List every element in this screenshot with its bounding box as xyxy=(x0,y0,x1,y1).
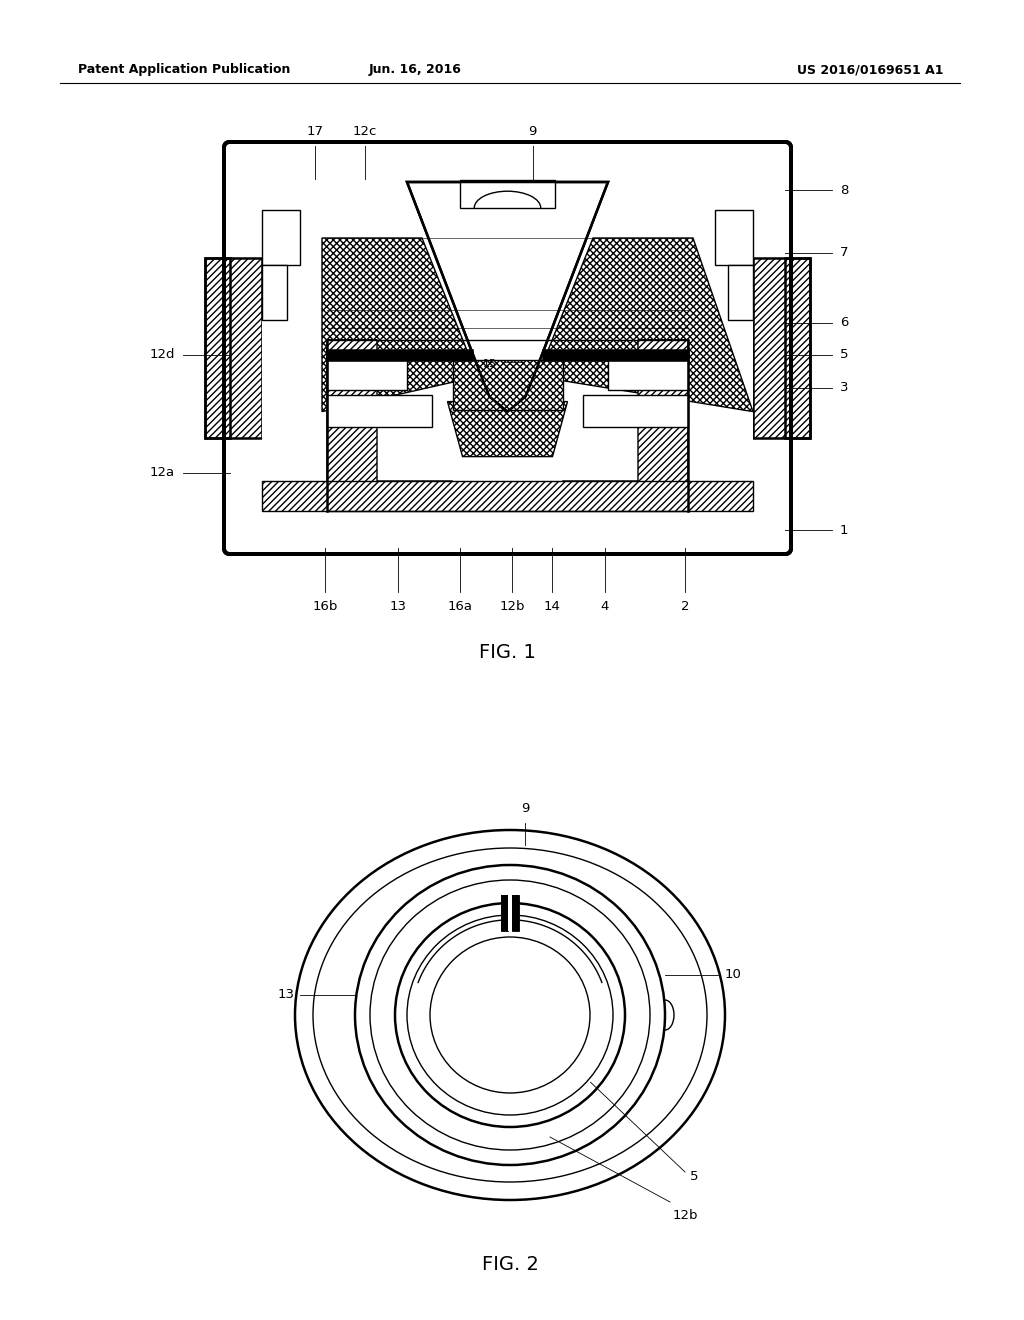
Polygon shape xyxy=(327,339,453,511)
Text: 6: 6 xyxy=(840,317,848,330)
Bar xyxy=(543,350,688,360)
Bar xyxy=(327,360,407,389)
Text: 9: 9 xyxy=(528,125,537,139)
Text: 16a: 16a xyxy=(447,601,472,612)
Bar xyxy=(728,265,753,319)
Bar xyxy=(512,895,519,931)
Text: 9: 9 xyxy=(521,803,529,814)
Text: FIG. 1: FIG. 1 xyxy=(479,644,536,663)
Bar xyxy=(501,895,508,931)
Bar xyxy=(205,257,230,438)
Bar xyxy=(453,360,562,409)
Bar xyxy=(508,895,512,931)
Polygon shape xyxy=(407,182,608,412)
Bar xyxy=(262,265,287,319)
Text: 10: 10 xyxy=(725,969,741,982)
Text: 12b: 12b xyxy=(673,1209,698,1222)
Bar xyxy=(262,180,753,516)
Text: 12d: 12d xyxy=(150,348,175,362)
Bar xyxy=(608,360,688,389)
Text: US 2016/0169651 A1: US 2016/0169651 A1 xyxy=(797,63,943,77)
Text: 5: 5 xyxy=(840,348,849,362)
Text: 5: 5 xyxy=(690,1171,698,1184)
Bar xyxy=(327,350,472,360)
Polygon shape xyxy=(562,339,688,511)
Bar xyxy=(785,257,810,438)
Bar xyxy=(715,210,753,265)
Text: 13: 13 xyxy=(278,989,295,1002)
FancyBboxPatch shape xyxy=(224,143,791,554)
Text: 3: 3 xyxy=(840,381,849,395)
Ellipse shape xyxy=(430,937,590,1093)
Text: Patent Application Publication: Patent Application Publication xyxy=(78,63,291,77)
Text: Jun. 16, 2016: Jun. 16, 2016 xyxy=(369,63,462,77)
Text: 12b: 12b xyxy=(500,601,524,612)
Text: 12c: 12c xyxy=(353,125,377,139)
Bar xyxy=(205,257,262,438)
Text: 13: 13 xyxy=(389,601,407,612)
Polygon shape xyxy=(447,401,567,457)
Text: 2: 2 xyxy=(681,601,689,612)
Bar xyxy=(262,480,753,511)
Text: 17: 17 xyxy=(306,125,324,139)
Bar xyxy=(262,210,300,265)
Text: 7: 7 xyxy=(840,247,849,260)
Bar xyxy=(460,180,555,209)
Polygon shape xyxy=(262,180,479,432)
Polygon shape xyxy=(322,238,477,412)
Polygon shape xyxy=(538,238,753,412)
FancyBboxPatch shape xyxy=(224,143,791,554)
Text: 15: 15 xyxy=(482,359,497,368)
Bar xyxy=(583,395,688,426)
Text: 1: 1 xyxy=(840,524,849,536)
Bar xyxy=(327,395,432,426)
Polygon shape xyxy=(536,180,753,432)
Text: 4: 4 xyxy=(601,601,609,612)
Text: 16b: 16b xyxy=(312,601,338,612)
Bar xyxy=(753,257,810,438)
Text: 8: 8 xyxy=(840,183,848,197)
Text: FIG. 2: FIG. 2 xyxy=(481,1255,539,1275)
Text: 12a: 12a xyxy=(150,466,175,479)
Text: 14: 14 xyxy=(544,601,560,612)
Bar xyxy=(501,895,508,931)
Bar xyxy=(512,895,519,931)
